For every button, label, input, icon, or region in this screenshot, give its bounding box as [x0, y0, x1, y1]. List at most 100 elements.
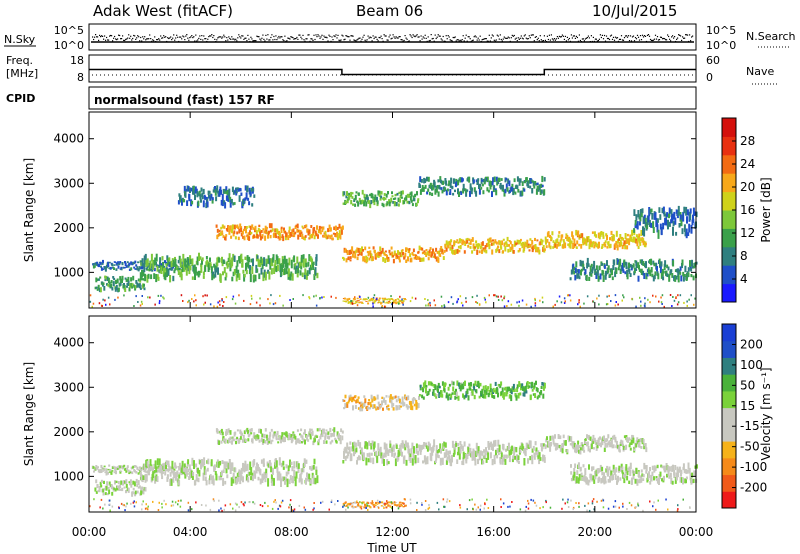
- data-cell: [214, 189, 217, 196]
- data-cell: [570, 477, 573, 482]
- data-cell: [385, 443, 388, 451]
- data-cell: [100, 484, 103, 488]
- data-cell: [358, 401, 361, 405]
- data-cell: [519, 392, 522, 396]
- data-cell: [613, 259, 616, 266]
- data-cell: [238, 441, 240, 444]
- data-cell: [120, 470, 123, 472]
- nsky-point: [284, 35, 286, 37]
- noise-cell: [649, 301, 651, 304]
- data-cell: [103, 480, 105, 484]
- data-cell: [96, 261, 99, 265]
- noise-cell: [267, 298, 269, 301]
- data-cell: [387, 408, 390, 411]
- data-cell: [235, 190, 238, 194]
- nsky-point: [641, 34, 644, 36]
- data-cell: [368, 407, 371, 410]
- nsky-point: [243, 38, 245, 40]
- data-cell: [306, 270, 309, 276]
- nsky-point: [690, 40, 692, 42]
- data-cell: [100, 469, 103, 473]
- data-cell: [136, 266, 139, 269]
- data-cell: [632, 263, 635, 267]
- data-cell: [369, 250, 372, 255]
- data-cell: [633, 470, 636, 474]
- data-cell: [138, 283, 141, 289]
- data-cell: [316, 272, 319, 279]
- data-cell: [308, 254, 311, 262]
- noise-cell: [152, 500, 154, 503]
- nsky-point: [508, 37, 510, 39]
- data-cell: [656, 478, 659, 484]
- data-cell: [490, 242, 493, 246]
- noise-cell: [250, 294, 253, 297]
- data-cell: [659, 474, 661, 480]
- data-cell: [535, 182, 538, 186]
- data-cell: [656, 266, 658, 272]
- data-cell: [651, 273, 654, 278]
- data-cell: [414, 193, 417, 198]
- cpid-label: CPID: [6, 92, 35, 105]
- noise-cell: [397, 302, 400, 305]
- noise-cell: [219, 303, 221, 306]
- data-cell: [656, 224, 659, 233]
- data-cell: [145, 471, 148, 473]
- data-cell: [602, 235, 605, 239]
- nsky-point: [255, 40, 257, 42]
- data-cell: [635, 467, 638, 474]
- data-cell: [105, 468, 108, 472]
- colorbar-swatch: [722, 265, 736, 285]
- noise-cell: [240, 501, 243, 504]
- data-cell: [203, 457, 206, 466]
- colorbar-swatch: [722, 118, 736, 137]
- nsky-point: [453, 37, 455, 39]
- noise-cell: [177, 499, 180, 502]
- data-cell: [554, 447, 557, 451]
- data-cell: [354, 203, 357, 207]
- data-cell: [590, 443, 593, 450]
- data-cell: [162, 262, 165, 271]
- data-cell: [401, 249, 404, 252]
- data-cell: [142, 475, 145, 480]
- data-cell: [413, 403, 416, 407]
- nsky-point: [351, 35, 353, 37]
- nsky-point: [146, 38, 148, 40]
- data-cell: [178, 193, 181, 197]
- nsky-point: [198, 37, 200, 39]
- data-cell: [562, 443, 564, 448]
- data-cell: [257, 476, 260, 481]
- data-cell: [102, 470, 105, 472]
- data-cell: [664, 260, 667, 267]
- nsearch-tick-high: 10^5: [706, 24, 736, 37]
- data-cell: [297, 234, 300, 240]
- data-cell: [250, 432, 253, 435]
- data-cell: [102, 488, 105, 493]
- data-cell: [421, 188, 424, 192]
- data-cell: [668, 213, 670, 219]
- nsky-point: [519, 37, 521, 39]
- noise-cell: [402, 303, 404, 306]
- nsky-point: [417, 36, 419, 38]
- data-cell: [178, 472, 181, 475]
- data-cell: [228, 229, 231, 233]
- data-cell: [175, 476, 178, 481]
- data-cell: [235, 438, 238, 441]
- data-cell: [600, 478, 603, 484]
- data-cell: [506, 243, 509, 247]
- data-cell: [354, 395, 357, 398]
- data-cell: [340, 428, 343, 433]
- nsky-point: [443, 40, 445, 42]
- data-cell: [460, 191, 463, 195]
- data-cell: [137, 278, 140, 282]
- data-cell: [280, 478, 282, 487]
- data-cell: [289, 273, 292, 281]
- noise-cell: [179, 505, 182, 508]
- data-cell: [260, 437, 263, 442]
- nsky-point: [117, 38, 119, 40]
- nsky-point: [484, 38, 486, 40]
- data-cell: [112, 489, 115, 492]
- data-cell: [193, 264, 196, 270]
- noise-cell: [381, 305, 383, 307]
- data-cell: [593, 244, 596, 249]
- noise-cell: [488, 294, 490, 297]
